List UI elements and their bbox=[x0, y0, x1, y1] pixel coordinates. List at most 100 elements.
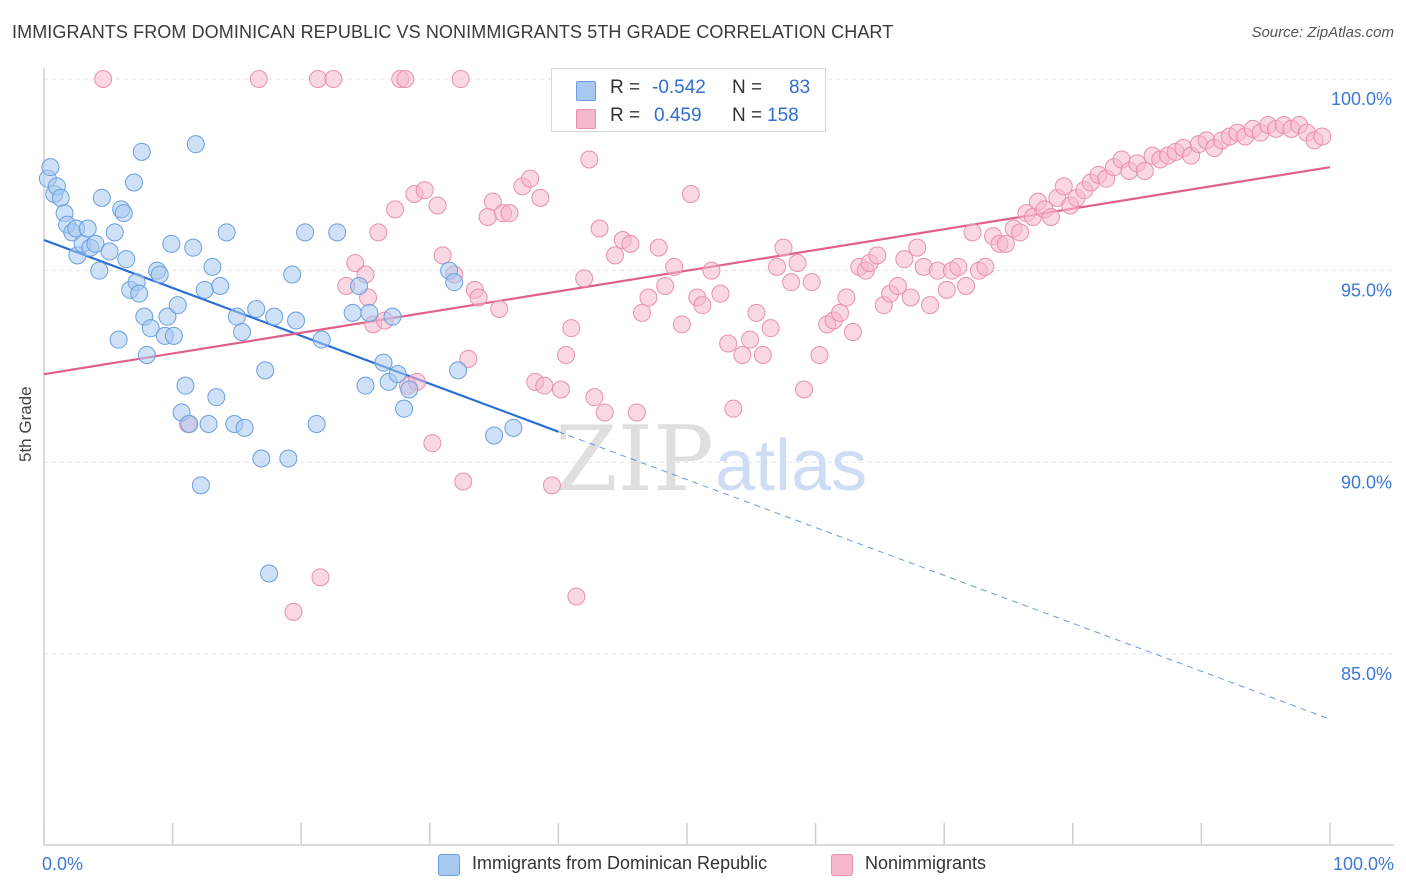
point-immigrants bbox=[164, 326, 183, 345]
point-nonimmigrants bbox=[567, 587, 586, 606]
point-nonimmigrants bbox=[415, 181, 434, 200]
trend-extension-immigrants bbox=[558, 431, 1331, 720]
y-tick-label: 90.0% bbox=[1341, 472, 1392, 492]
point-nonimmigrants bbox=[605, 246, 624, 265]
point-nonimmigrants bbox=[741, 330, 760, 349]
swatch-immigrants bbox=[576, 81, 596, 101]
stats-row-immigrants: R = -0.542 N = 83 bbox=[552, 75, 825, 103]
point-immigrants bbox=[312, 330, 331, 349]
point-nonimmigrants bbox=[996, 234, 1015, 253]
point-nonimmigrants bbox=[693, 296, 712, 315]
point-immigrants bbox=[279, 449, 298, 468]
point-nonimmigrants bbox=[908, 238, 927, 257]
point-immigrants bbox=[184, 238, 203, 257]
point-nonimmigrants bbox=[311, 568, 330, 587]
point-immigrants bbox=[176, 376, 195, 395]
point-nonimmigrants bbox=[621, 234, 640, 253]
stats-row-nonimmigrants: R = 0.459 N = 158 bbox=[552, 103, 825, 131]
point-immigrants bbox=[86, 234, 105, 253]
point-immigrants bbox=[400, 380, 419, 399]
point-nonimmigrants bbox=[810, 346, 829, 364]
x-tick-labels: 0.0% 100.0% bbox=[42, 854, 1394, 874]
point-immigrants bbox=[283, 265, 302, 284]
point-immigrants bbox=[388, 365, 407, 384]
point-nonimmigrants bbox=[249, 70, 268, 88]
point-nonimmigrants bbox=[386, 200, 405, 219]
y-tick-labels: 85.0% 90.0% 95.0% 100.0% bbox=[1331, 89, 1392, 684]
point-immigrants bbox=[356, 376, 375, 395]
point-nonimmigrants bbox=[535, 376, 554, 395]
point-nonimmigrants bbox=[782, 273, 801, 292]
point-nonimmigrants bbox=[308, 70, 327, 88]
point-nonimmigrants bbox=[747, 303, 766, 322]
trend-lines bbox=[43, 166, 1331, 720]
point-immigrants bbox=[374, 353, 393, 372]
point-nonimmigrants bbox=[702, 261, 721, 280]
point-nonimmigrants bbox=[531, 188, 550, 207]
point-immigrants bbox=[199, 415, 218, 433]
point-immigrants bbox=[350, 277, 369, 295]
point-nonimmigrants bbox=[396, 70, 415, 88]
legend-label-immigrants: Immigrants from Dominican Republic bbox=[472, 853, 768, 873]
point-nonimmigrants bbox=[837, 288, 856, 307]
point-immigrants bbox=[207, 388, 226, 407]
point-nonimmigrants bbox=[733, 346, 752, 364]
x-tick-label: 0.0% bbox=[42, 854, 83, 874]
point-nonimmigrants bbox=[788, 254, 807, 272]
point-nonimmigrants bbox=[590, 219, 609, 238]
y-tick-label: 85.0% bbox=[1341, 664, 1392, 684]
y-axis-label: 5th Grade bbox=[16, 386, 35, 462]
point-nonimmigrants bbox=[901, 288, 920, 307]
point-immigrants bbox=[92, 188, 111, 207]
watermark-atlas: atlas bbox=[715, 426, 867, 506]
point-immigrants bbox=[186, 135, 205, 154]
swatch-nonimmigrants bbox=[576, 109, 596, 129]
point-immigrants bbox=[41, 158, 60, 177]
legend-swatch-immigrants bbox=[438, 854, 460, 876]
point-immigrants bbox=[504, 418, 523, 437]
point-nonimmigrants bbox=[656, 277, 675, 295]
chart-title: IMMIGRANTS FROM DOMINICAN REPUBLIC VS NO… bbox=[12, 22, 894, 42]
data-points bbox=[38, 70, 1332, 621]
point-nonimmigrants bbox=[562, 319, 581, 338]
point-nonimmigrants bbox=[802, 273, 821, 292]
axes bbox=[43, 68, 1394, 846]
source-credit: Source: ZipAtlas.com bbox=[1251, 24, 1394, 41]
point-immigrants bbox=[141, 319, 160, 338]
point-immigrants bbox=[217, 223, 236, 242]
n-value: 158 bbox=[767, 105, 799, 126]
point-immigrants bbox=[343, 303, 362, 322]
point-immigrants bbox=[445, 273, 464, 292]
point-nonimmigrants bbox=[580, 150, 599, 169]
point-nonimmigrants bbox=[719, 334, 738, 353]
y-tick-label: 100.0% bbox=[1331, 89, 1392, 109]
point-immigrants bbox=[105, 223, 124, 242]
point-immigrants bbox=[360, 303, 379, 322]
n-label: N = bbox=[732, 77, 763, 98]
point-nonimmigrants bbox=[681, 185, 700, 203]
point-nonimmigrants bbox=[94, 70, 113, 88]
point-nonimmigrants bbox=[478, 208, 497, 226]
grid-lines bbox=[44, 78, 1394, 655]
point-immigrants bbox=[114, 204, 133, 223]
point-immigrants bbox=[265, 307, 284, 326]
point-immigrants bbox=[137, 346, 156, 364]
point-nonimmigrants bbox=[753, 346, 772, 364]
legend-swatch-nonimmigrants bbox=[831, 854, 853, 876]
point-nonimmigrants bbox=[843, 323, 862, 341]
point-immigrants bbox=[203, 257, 222, 276]
point-nonimmigrants bbox=[1135, 162, 1154, 180]
r-value: -0.542 bbox=[652, 77, 706, 98]
point-immigrants bbox=[328, 223, 347, 242]
point-nonimmigrants bbox=[500, 204, 519, 223]
point-immigrants bbox=[125, 173, 144, 192]
point-immigrants bbox=[233, 323, 252, 341]
point-nonimmigrants bbox=[557, 346, 576, 364]
watermark: ZIP atlas bbox=[555, 407, 867, 512]
point-immigrants bbox=[168, 296, 187, 315]
point-nonimmigrants bbox=[949, 257, 968, 276]
point-nonimmigrants bbox=[542, 476, 561, 495]
point-nonimmigrants bbox=[665, 257, 684, 276]
point-nonimmigrants bbox=[454, 472, 473, 491]
